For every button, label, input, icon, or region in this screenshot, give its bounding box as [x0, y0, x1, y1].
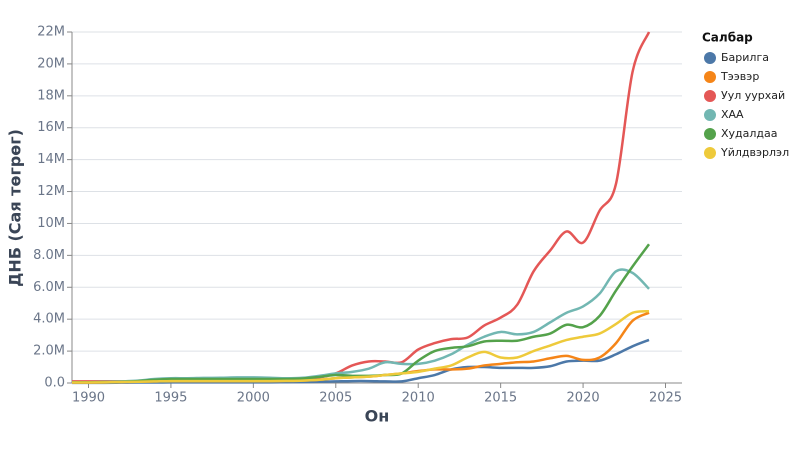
x-tick-label: 2020 [567, 391, 600, 406]
x-tick-label: 1995 [154, 391, 187, 406]
x-tick-label: 2025 [649, 391, 682, 406]
legend-swatch [704, 71, 716, 83]
y-tick-label: 18M [37, 88, 65, 103]
legend-label: Худалдаа [721, 127, 778, 140]
y-tick-label: 6.0M [33, 280, 65, 295]
series-line [71, 309, 650, 384]
x-axis-title: Он [365, 407, 390, 426]
legend-title: Салбар [702, 31, 753, 45]
x-tick-label: 2000 [237, 391, 270, 406]
y-axis-title: ДНБ (Сая төгрөг) [6, 129, 25, 287]
legend-label: Тээвэр [720, 70, 759, 83]
legend-swatch [704, 109, 716, 121]
legend-label: ХАА [721, 108, 744, 121]
legend-swatch [704, 52, 716, 64]
y-tick-label: 4.0M [33, 312, 65, 327]
y-tick-label: 14M [37, 152, 65, 167]
y-tick-label: 20M [37, 56, 65, 71]
series-line [71, 338, 650, 385]
y-tick-label: 16M [37, 120, 65, 135]
y-tick-label: 8.0M [33, 248, 65, 263]
y-tick-label: 22M [37, 25, 65, 40]
x-tick-label: 2015 [484, 391, 517, 406]
legend-swatch [704, 90, 716, 102]
legend-label: Уул уурхай [721, 89, 785, 102]
y-tick-label: 10M [37, 216, 65, 231]
y-tick-label: 2.0M [33, 344, 65, 359]
legend-label: Барилга [721, 51, 769, 64]
series-line [71, 311, 650, 384]
legend-swatch [704, 128, 716, 140]
x-tick-label: 1990 [72, 391, 105, 406]
legend-swatch [704, 147, 716, 159]
x-tick-label: 2005 [319, 391, 352, 406]
y-tick-label: 0.0 [44, 376, 65, 391]
series-line [71, 31, 651, 383]
x-tick-label: 2010 [402, 391, 435, 406]
legend-label: Үйлдвэрлэл [720, 146, 789, 159]
y-tick-label: 12M [37, 184, 65, 199]
